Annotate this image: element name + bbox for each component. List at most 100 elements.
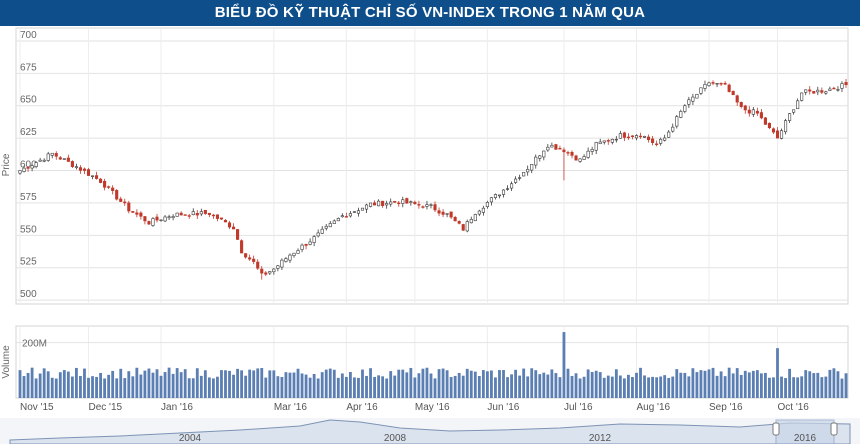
volume-bar xyxy=(554,373,558,398)
volume-bar xyxy=(530,368,534,398)
candle-body xyxy=(554,144,558,150)
candle-body xyxy=(264,272,268,275)
candle-body xyxy=(489,197,493,203)
candle-body xyxy=(542,150,546,158)
volume-bar xyxy=(820,377,824,398)
navigator-year-label: 2016 xyxy=(794,433,817,444)
candle-body xyxy=(651,138,655,143)
candle-body xyxy=(203,209,207,214)
candle-body xyxy=(719,83,723,85)
volume-bar xyxy=(784,378,787,398)
volume-bar xyxy=(659,376,663,398)
volume-bar xyxy=(546,374,550,398)
volume-bar xyxy=(655,377,659,398)
volume-bar xyxy=(377,375,381,398)
candle-body xyxy=(425,204,429,207)
volume-bar xyxy=(256,368,260,398)
candle-body xyxy=(647,136,651,141)
candle-body xyxy=(562,149,566,153)
candle-body xyxy=(227,222,232,228)
volume-bar xyxy=(788,368,792,398)
candle-body xyxy=(312,236,316,243)
volume-bar xyxy=(627,374,630,398)
volume-bar xyxy=(622,378,626,398)
volume-bar xyxy=(582,376,586,398)
volume-bar xyxy=(663,375,667,398)
navigator-year-label: 2004 xyxy=(179,433,202,444)
volume-bar xyxy=(429,373,433,398)
candle-body xyxy=(151,218,155,226)
volume-bar xyxy=(187,378,191,398)
volume-bar xyxy=(203,370,207,398)
candle-body xyxy=(449,211,453,218)
volume-bar xyxy=(268,370,272,398)
candle-body xyxy=(655,143,659,145)
candle-body xyxy=(784,120,788,133)
volume-bar xyxy=(316,378,320,398)
volume-bar xyxy=(586,369,590,398)
candle-body xyxy=(207,212,211,215)
volume-bar xyxy=(195,368,199,398)
candle-body xyxy=(38,159,42,162)
candle-body xyxy=(389,201,393,205)
candle-body xyxy=(211,214,215,217)
volume-bar xyxy=(538,374,542,398)
volume-bar xyxy=(211,378,215,398)
volume-bar xyxy=(54,378,58,398)
candle-body xyxy=(465,221,469,232)
volume-bar xyxy=(759,373,763,398)
candle-body xyxy=(123,201,127,204)
volume-bar xyxy=(469,370,473,398)
volume-bar xyxy=(639,367,642,398)
candle-body xyxy=(252,258,256,262)
volume-bar xyxy=(292,372,296,398)
candle-body xyxy=(26,167,30,169)
volume-bar xyxy=(95,376,98,398)
candle-body xyxy=(606,140,610,142)
candle-body xyxy=(421,206,425,208)
volume-bar xyxy=(220,370,223,398)
candle-body xyxy=(687,99,691,105)
navigator-handle[interactable] xyxy=(772,422,780,436)
candle-body xyxy=(691,96,695,102)
candle-body xyxy=(163,216,167,222)
volume-bar xyxy=(727,367,731,398)
title-bar xyxy=(0,0,860,26)
price-tick-label: 675 xyxy=(20,62,37,73)
candle-body xyxy=(828,88,832,91)
volume-bar xyxy=(465,368,469,398)
candle-body xyxy=(800,92,804,101)
candle-body xyxy=(481,207,485,213)
candle-body xyxy=(119,198,123,202)
x-tick-label: Oct '16 xyxy=(778,402,810,413)
volume-bar xyxy=(199,375,203,398)
candle-body xyxy=(356,210,361,214)
volume-bar xyxy=(216,376,219,398)
candle-body xyxy=(485,202,489,208)
candle-body xyxy=(360,207,365,211)
navigator-handle[interactable] xyxy=(830,422,838,436)
volume-bar xyxy=(155,369,159,398)
candle-body xyxy=(642,136,647,138)
volume-bar xyxy=(300,373,304,398)
volume-bar xyxy=(703,370,707,398)
candle-body xyxy=(103,180,107,188)
candle-body xyxy=(336,218,340,222)
candle-body xyxy=(461,224,465,231)
candle-body xyxy=(131,211,135,213)
volume-bar xyxy=(502,370,505,398)
candle-body xyxy=(179,212,183,216)
volume-bar xyxy=(38,373,42,398)
volume-bar xyxy=(651,376,655,398)
volume-bar xyxy=(796,377,800,398)
volume-bar xyxy=(481,370,485,398)
volume-bar xyxy=(365,375,368,398)
volume-bar xyxy=(147,368,151,398)
volume-bar xyxy=(99,372,102,398)
candle-body xyxy=(260,268,264,274)
candle-body xyxy=(514,178,518,183)
candle-body xyxy=(78,167,82,171)
candle-body xyxy=(796,100,800,110)
candle-body xyxy=(663,137,667,141)
